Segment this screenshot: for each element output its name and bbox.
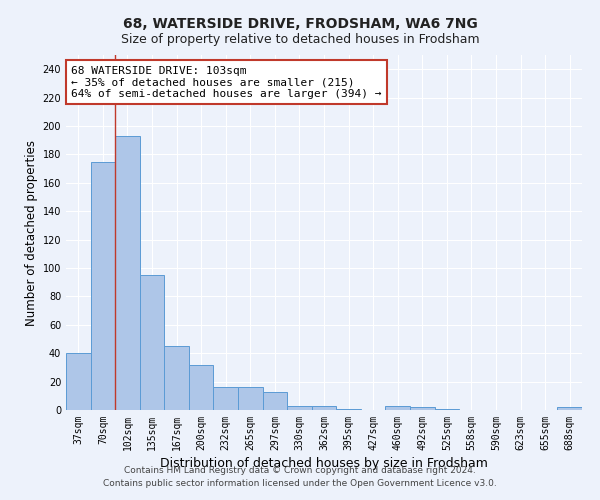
Bar <box>287 406 312 410</box>
Bar <box>214 388 238 410</box>
Bar <box>238 388 263 410</box>
Text: 68, WATERSIDE DRIVE, FRODSHAM, WA6 7NG: 68, WATERSIDE DRIVE, FRODSHAM, WA6 7NG <box>122 18 478 32</box>
Bar <box>91 162 115 410</box>
Text: 68 WATERSIDE DRIVE: 103sqm
← 35% of detached houses are smaller (215)
64% of sem: 68 WATERSIDE DRIVE: 103sqm ← 35% of deta… <box>71 66 382 99</box>
Bar <box>140 275 164 410</box>
Bar <box>189 364 214 410</box>
Y-axis label: Number of detached properties: Number of detached properties <box>25 140 38 326</box>
Bar <box>312 406 336 410</box>
Bar <box>263 392 287 410</box>
Text: Contains HM Land Registry data © Crown copyright and database right 2024.
Contai: Contains HM Land Registry data © Crown c… <box>103 466 497 487</box>
Bar <box>434 408 459 410</box>
Bar <box>164 346 189 410</box>
Bar <box>410 407 434 410</box>
Bar <box>115 136 140 410</box>
Bar <box>336 408 361 410</box>
Bar <box>557 407 582 410</box>
X-axis label: Distribution of detached houses by size in Frodsham: Distribution of detached houses by size … <box>160 457 488 470</box>
Text: Size of property relative to detached houses in Frodsham: Size of property relative to detached ho… <box>121 32 479 46</box>
Bar <box>66 353 91 410</box>
Bar <box>385 406 410 410</box>
